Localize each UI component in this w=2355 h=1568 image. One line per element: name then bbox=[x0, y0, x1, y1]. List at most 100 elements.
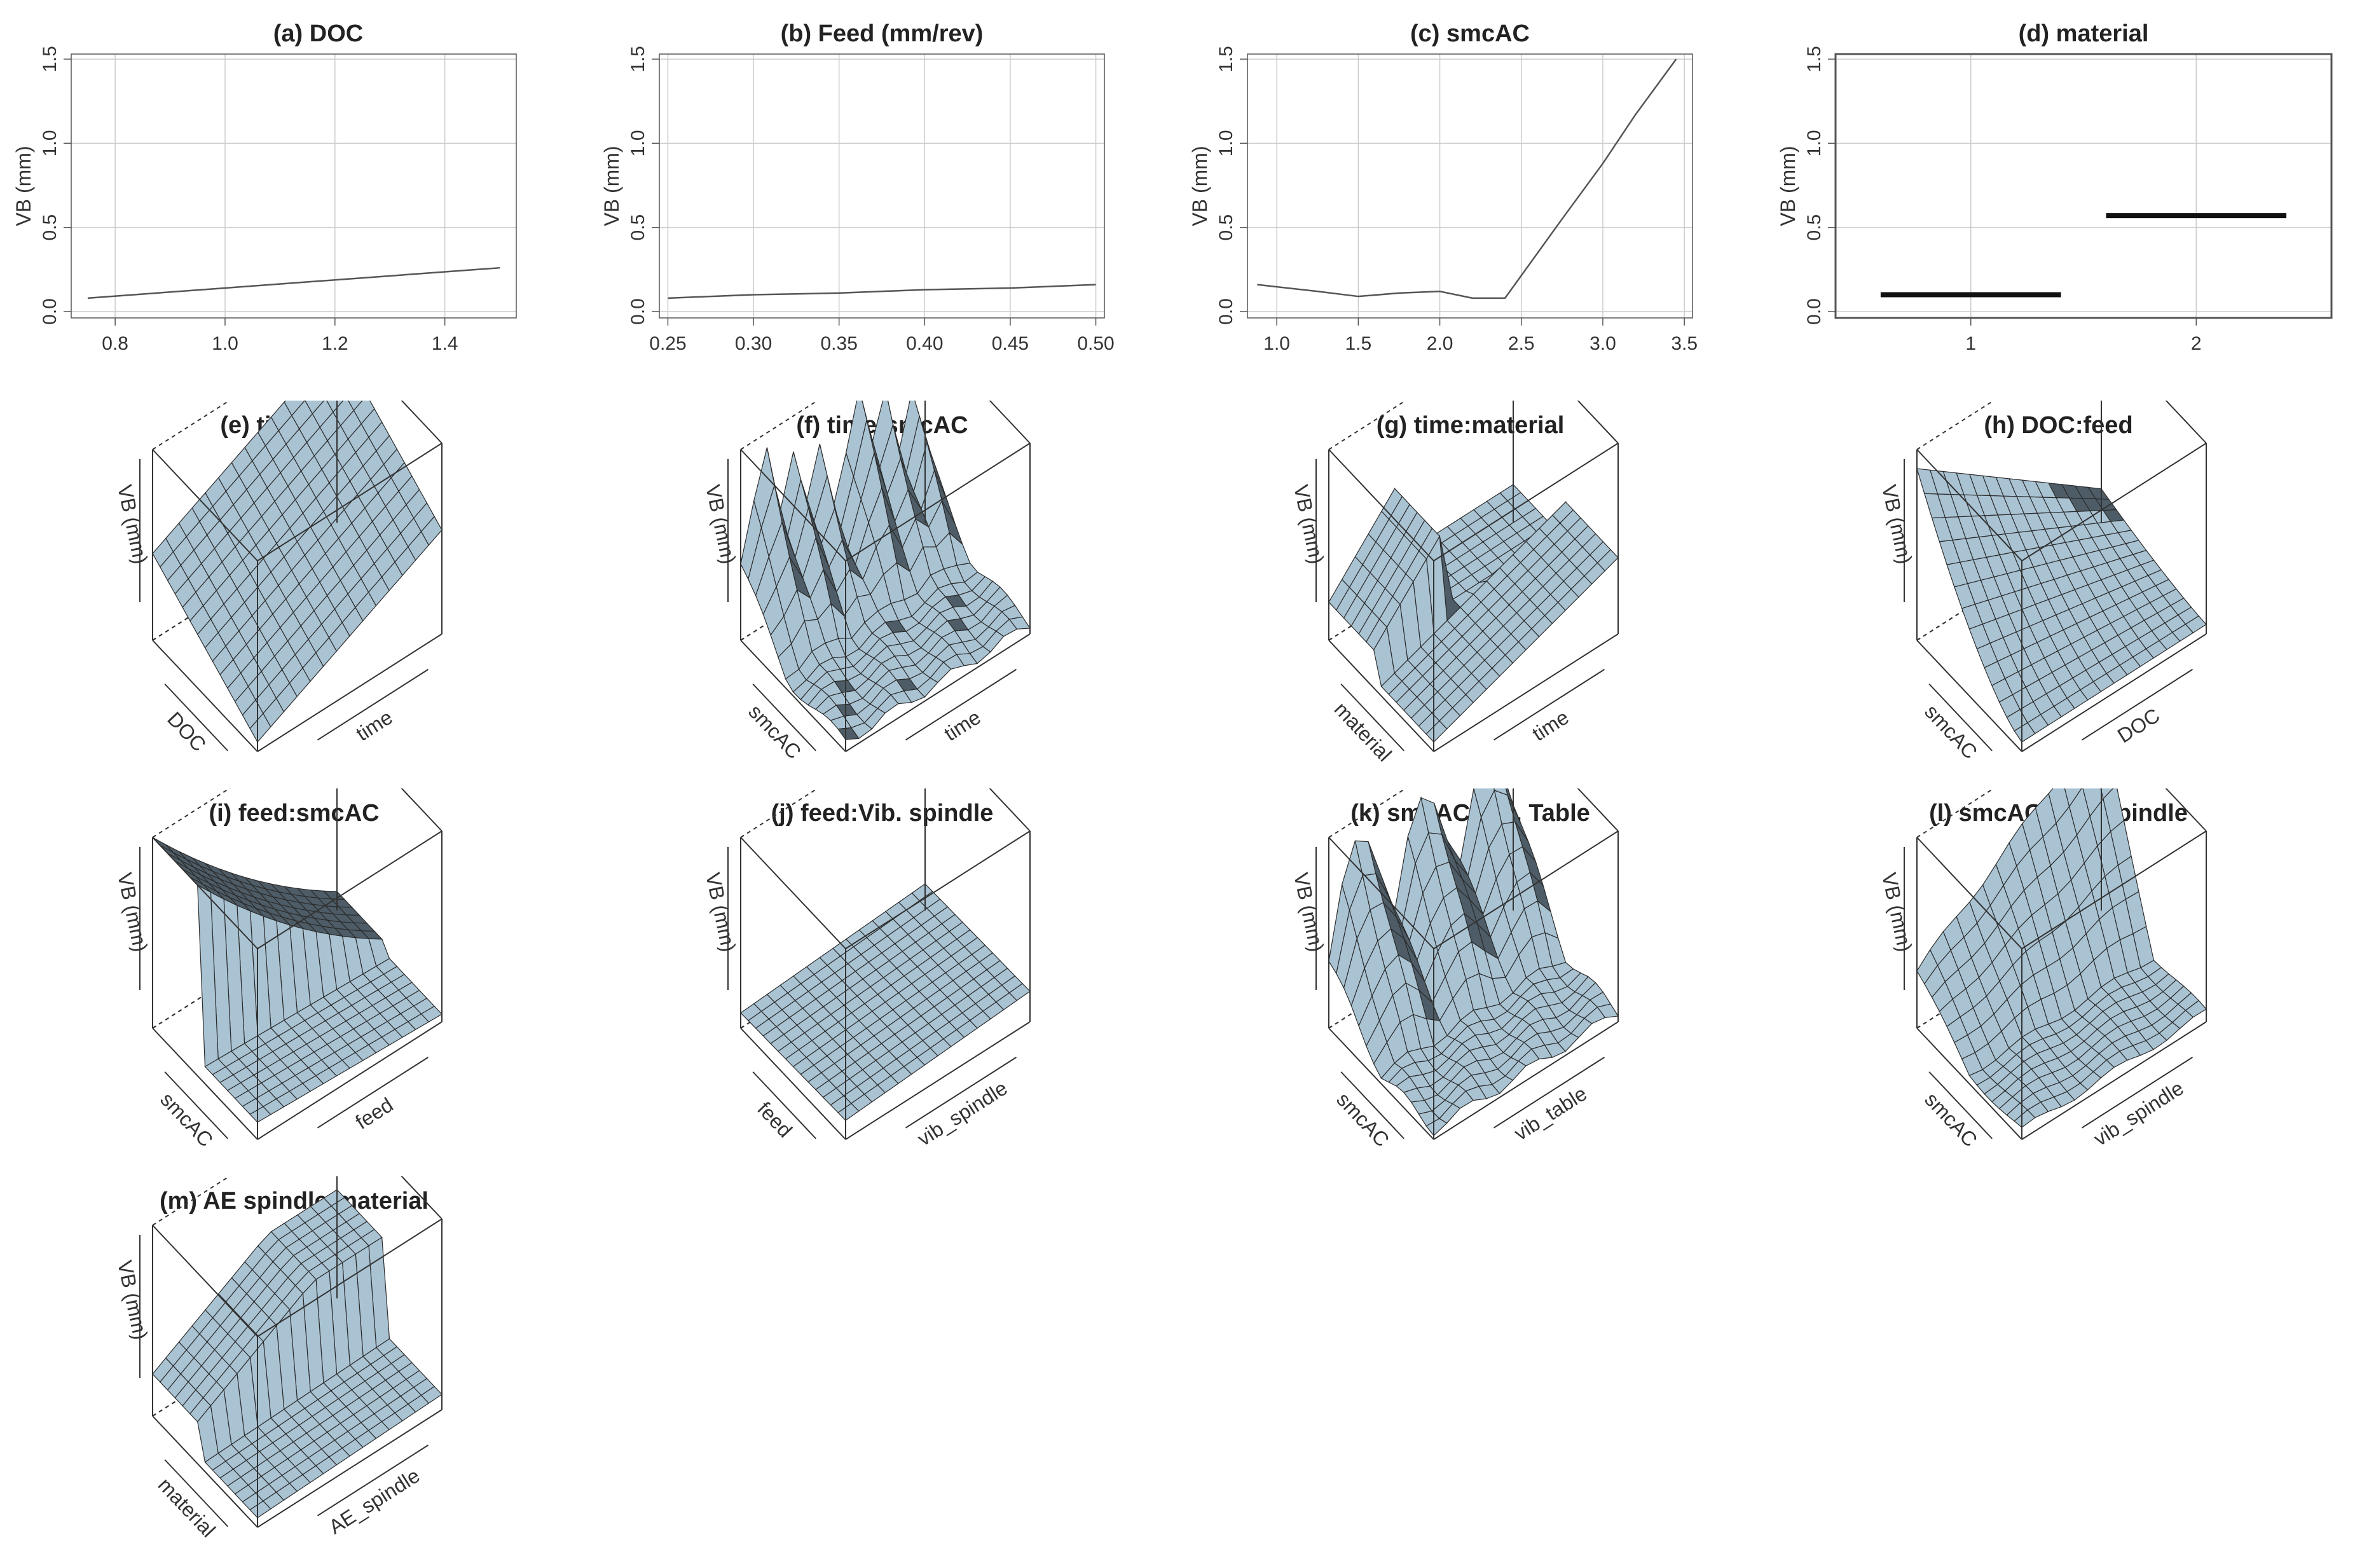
box-edge bbox=[1916, 837, 2022, 949]
y-axis-label: VB (mm) bbox=[1776, 146, 1799, 226]
box-edge bbox=[1577, 401, 1619, 444]
surface-facet bbox=[837, 727, 860, 740]
x-tick-label: 3.0 bbox=[1589, 333, 1616, 354]
x-tick-label: 1.4 bbox=[432, 333, 458, 354]
series-line bbox=[668, 284, 1096, 299]
box-edge bbox=[152, 788, 231, 838]
x-tick-label: 1.5 bbox=[1345, 333, 1371, 354]
x-tick-label: 1.0 bbox=[1263, 333, 1290, 354]
surface-facet bbox=[2014, 1109, 2036, 1128]
x-tick-label: 1.2 bbox=[322, 333, 348, 354]
y-tick-label: 1.5 bbox=[39, 46, 60, 72]
y-axis-arrow bbox=[164, 684, 228, 752]
y-tick-label: 0.0 bbox=[628, 298, 649, 325]
x-axis-arrow bbox=[317, 1056, 429, 1129]
y-tick-label: 1.0 bbox=[1216, 130, 1237, 156]
box-edge bbox=[989, 788, 1031, 832]
box-edge bbox=[2021, 443, 2207, 561]
chart-title: (j) feed:Vib. spindle bbox=[771, 800, 994, 827]
z-axis-label: VB (mm) bbox=[113, 483, 152, 566]
box-edge bbox=[257, 1409, 443, 1528]
box-edge bbox=[740, 1028, 846, 1140]
box-edge bbox=[401, 788, 443, 832]
surface-panel-doc-feed: (h) DOC:feed DOC smcAC VB (mm) bbox=[1764, 401, 2352, 776]
z-axis-label: VB (mm) bbox=[1289, 483, 1328, 566]
z-axis-label: VB (mm) bbox=[701, 483, 740, 566]
y-tick-label: 0.0 bbox=[1804, 298, 1825, 325]
x-axis-label: time bbox=[1528, 706, 1572, 746]
chart-title: (a) DOC bbox=[273, 20, 364, 47]
z-axis-label: VB (mm) bbox=[1878, 483, 1916, 566]
box-edge bbox=[1328, 640, 1434, 752]
surface-mesh bbox=[740, 401, 1031, 740]
box-edge bbox=[1916, 640, 2022, 752]
chart-title: (d) material bbox=[2018, 20, 2149, 47]
z-axis-label: VB (mm) bbox=[113, 1258, 152, 1342]
x-tick-label: 0.30 bbox=[735, 333, 772, 354]
box-edge bbox=[1577, 788, 1619, 832]
surface-panel-time-material: (g) time:material time material VB (mm) bbox=[1176, 401, 1764, 776]
box-edge bbox=[845, 633, 1031, 752]
box-edge bbox=[1916, 449, 2022, 561]
x-tick-label: 0.8 bbox=[102, 333, 128, 354]
y-tick-label: 1.0 bbox=[1804, 130, 1825, 156]
y-tick-label: 1.5 bbox=[1216, 46, 1237, 72]
z-axis-label: VB (mm) bbox=[1878, 870, 1916, 954]
box-edge bbox=[257, 443, 443, 561]
box-edge bbox=[152, 1225, 258, 1337]
surface-panel-time-smcac: (f) time:smcAC time smcAC VB (mm) bbox=[588, 401, 1176, 776]
box-edge bbox=[152, 1415, 258, 1528]
x-tick-label: 2.5 bbox=[1508, 333, 1535, 354]
box-edge bbox=[1328, 449, 1434, 561]
x-axis-arrow bbox=[2081, 1056, 2194, 1129]
box-edge bbox=[257, 1218, 443, 1337]
surface-facet bbox=[1425, 1118, 1448, 1136]
line-chart-material: 1 2 0.0 0.5 1.0 1.5 VB (mm) bbox=[1776, 46, 2333, 354]
surface-mesh bbox=[1916, 468, 2207, 743]
x-axis-arrow bbox=[2081, 668, 2194, 741]
chart-title: (c) smcAC bbox=[1410, 20, 1530, 47]
surface-panel-smcac-vib-table: (k) smcAC:Vib. Table vib_table smcAC VB (m… bbox=[1176, 788, 1764, 1164]
surface-panel-smcac-vib-spindle: (l) smcAC:Vib. Spindle vib_spindle smcAC V… bbox=[1764, 788, 2352, 1164]
y-tick-label: 0.5 bbox=[1216, 214, 1237, 241]
y-axis-label: VB (mm) bbox=[1188, 146, 1211, 226]
surface-facet bbox=[152, 837, 174, 853]
box-edge bbox=[1916, 1028, 2022, 1140]
box-edge bbox=[845, 1021, 1031, 1140]
box-edge bbox=[1433, 633, 1619, 752]
surface-mesh bbox=[1328, 788, 1619, 1136]
x-axis-arrow bbox=[1493, 1056, 1605, 1129]
y-axis-label: DOC bbox=[163, 707, 210, 755]
x-tick-label: 1.0 bbox=[212, 333, 238, 354]
y-axis-label: smcAC bbox=[1920, 1088, 1982, 1152]
y-axis-arrow bbox=[1340, 684, 1404, 752]
box-edge bbox=[257, 633, 443, 752]
y-tick-label: 1.5 bbox=[628, 46, 649, 72]
chart-panel-doc: (a) DOC 0.8 1.0 1.2 1.4 0.0 0.5 1.0 1.5 VB (mm) bbox=[0, 13, 588, 369]
y-tick-label: 1.0 bbox=[39, 130, 60, 156]
surface-mesh bbox=[152, 401, 443, 743]
x-axis-label: DOC bbox=[2113, 704, 2164, 748]
surface-plot-doc-feed: DOC smcAC VB (mm) bbox=[1878, 401, 2207, 764]
y-tick-label: 0.0 bbox=[1216, 298, 1237, 325]
x-axis-arrow bbox=[905, 1056, 1017, 1129]
y-axis-label: VB (mm) bbox=[600, 146, 623, 226]
box-edge bbox=[2021, 830, 2207, 949]
z-axis-label: VB (mm) bbox=[1289, 870, 1328, 954]
y-axis-label: feed bbox=[753, 1097, 797, 1142]
box-edge bbox=[1433, 1021, 1619, 1140]
surface-plot-time-smcac: time smcAC VB (mm) bbox=[701, 401, 1031, 764]
y-tick-label: 0.5 bbox=[39, 214, 60, 241]
x-tick-label: 2.0 bbox=[1427, 333, 1453, 354]
x-tick-label: 1 bbox=[1965, 333, 1976, 354]
box-edge bbox=[740, 837, 846, 949]
y-axis-arrow bbox=[164, 1459, 228, 1527]
surface-panel-feed-smcac: (i) feed:smcAC feed smcAC VB (mm) bbox=[0, 788, 588, 1164]
y-axis-arrow bbox=[1340, 1071, 1404, 1139]
box-edge bbox=[1328, 401, 1407, 450]
surface-mesh bbox=[1328, 484, 1619, 743]
x-tick-label: 3.5 bbox=[1671, 333, 1698, 354]
